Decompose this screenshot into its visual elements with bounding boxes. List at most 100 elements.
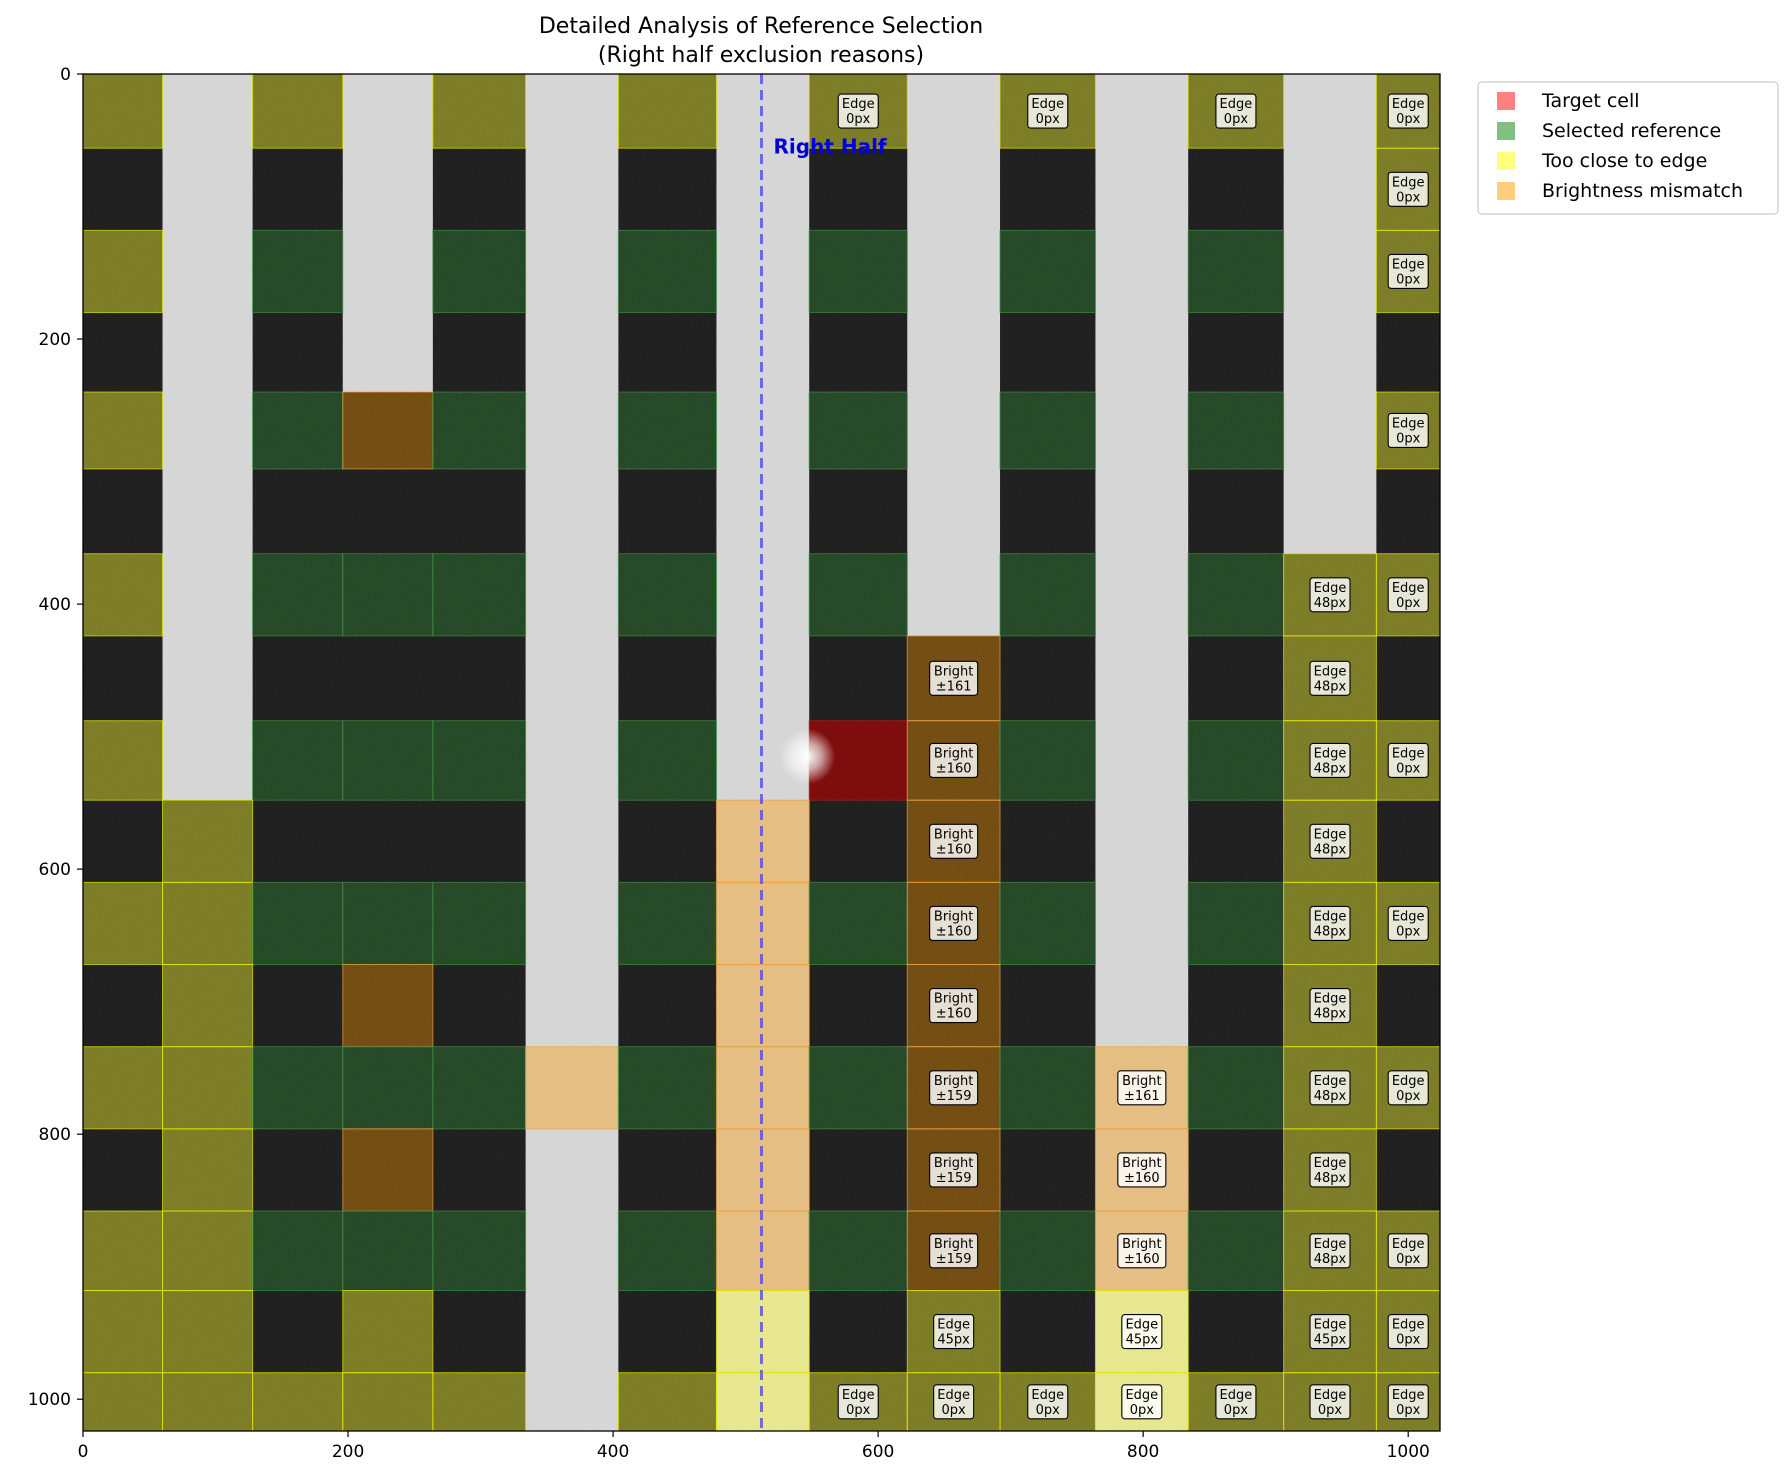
cell-label-text: Edge — [1392, 1318, 1425, 1333]
cell-selected — [432, 1046, 527, 1130]
legend-label: Selected reference — [1542, 120, 1721, 142]
cell-label-text: Edge — [1392, 581, 1425, 596]
cell-label-text: Bright — [1122, 1074, 1161, 1089]
cell-label-text: Edge — [1392, 1237, 1425, 1252]
cell-label-text: Edge — [1314, 1318, 1347, 1333]
target-glow — [779, 728, 836, 785]
cell-label-box — [1309, 1314, 1351, 1350]
plot-frame — [82, 73, 1441, 1432]
cell-label-text: Bright — [934, 909, 973, 924]
cell-label-text: 0px — [1318, 1403, 1343, 1418]
cell-edge — [617, 1372, 717, 1431]
x-tick-label: 0 — [78, 1442, 89, 1462]
cell-label-text: Edge — [1392, 257, 1425, 272]
cell-label-text: 48px — [1314, 1007, 1347, 1022]
cell-label-text: Bright — [934, 664, 973, 679]
cell-selected — [808, 1046, 908, 1130]
cell-label-text: 48px — [1314, 842, 1347, 857]
cell-label-box — [1117, 1152, 1167, 1188]
cell-edge — [162, 1372, 254, 1431]
cell-label-text: 0px — [1224, 1403, 1249, 1418]
cell-edge — [617, 74, 717, 149]
cell-label-text: 48px — [1314, 761, 1347, 776]
cell-label-text: Bright — [934, 746, 973, 761]
cell-label-text: ±160 — [1124, 1252, 1160, 1267]
legend-label: Brightness mismatch — [1542, 180, 1743, 202]
cell-label-text: Edge — [1125, 1388, 1158, 1403]
cell-selected — [342, 720, 434, 801]
cell-label-text: 0px — [1396, 1333, 1421, 1348]
cell-label-box — [1121, 1384, 1163, 1420]
cell-selected — [999, 720, 1096, 801]
y-tick-label: 1000 — [28, 1390, 71, 1410]
cell-selected — [252, 881, 344, 966]
cell-label-box — [929, 988, 979, 1024]
chart-title: Detailed Analysis of Reference Selection — [539, 14, 983, 39]
cell-label-box — [1387, 1384, 1429, 1420]
cell-label-box — [1121, 1314, 1163, 1350]
cell-edge — [83, 720, 164, 801]
cell-label-text: Edge — [937, 1388, 970, 1403]
cell-label-box — [1117, 1233, 1167, 1269]
cell-label-text: Edge — [1392, 416, 1425, 431]
cell-label-box — [929, 1152, 979, 1188]
cell-label-box — [929, 742, 979, 779]
cell-selected — [432, 881, 527, 966]
cell-selected — [1187, 229, 1285, 314]
cell-label-text: 0px — [1396, 924, 1421, 939]
cell-label-box — [929, 660, 979, 696]
cell-selected — [999, 881, 1096, 966]
cell-label-text: 45px — [937, 1333, 970, 1348]
cell-label-text: Edge — [842, 1388, 875, 1403]
cell-label-box — [1387, 412, 1429, 449]
cell-selected — [617, 1210, 717, 1292]
cell-edge — [432, 1372, 527, 1431]
cell-edge — [808, 74, 908, 149]
cell-label-text: Bright — [1122, 1237, 1161, 1252]
cell-selected — [808, 229, 908, 314]
cell-label-text: Edge — [1392, 97, 1425, 112]
cell-label-text: 0px — [846, 1403, 871, 1418]
cell-selected — [252, 553, 344, 637]
cell-label-text: ±159 — [936, 1252, 972, 1267]
cell-label-box — [933, 1384, 975, 1420]
cell-label-text: ±159 — [936, 1089, 972, 1104]
cell-edge — [83, 1210, 164, 1292]
cell-edge — [83, 391, 164, 470]
y-tick-label: 800 — [39, 1125, 71, 1145]
legend: Target cell Selected reference Too close t… — [1477, 81, 1779, 215]
cell-label-text: 0px — [942, 1403, 967, 1418]
cell-label-box — [837, 1384, 879, 1420]
cell-label-text: 0px — [1396, 1089, 1421, 1104]
cell-edge — [162, 799, 254, 883]
cell-label-box — [1387, 253, 1429, 290]
legend-label: Too close to edge — [1541, 150, 1707, 172]
cell-label-text: Edge — [1314, 992, 1347, 1007]
cell-label-text: 48px — [1314, 1252, 1347, 1267]
cell-selected — [432, 720, 527, 801]
cell-selected — [1187, 1210, 1285, 1292]
cell-label-text: Bright — [934, 1074, 973, 1089]
cell-label-text: 0px — [1396, 431, 1421, 446]
cell-label-text: Edge — [1031, 97, 1064, 112]
cell-edge — [83, 881, 164, 966]
legend-swatch — [1497, 122, 1515, 140]
cell-selected — [252, 391, 344, 470]
cell-label-box — [1387, 905, 1429, 942]
cell-label-text: ±160 — [1124, 1171, 1160, 1186]
cell-label-text: Edge — [937, 1318, 970, 1333]
cell-bright — [342, 391, 434, 470]
cell-label-text: 0px — [1396, 1252, 1421, 1267]
cell-label-text: 0px — [1396, 272, 1421, 287]
cell-edge — [162, 964, 254, 1048]
cell-label-text: 48px — [1314, 596, 1347, 611]
cell-label-box — [1309, 1384, 1351, 1420]
cell-selected — [342, 1046, 434, 1130]
cell-label-text: ±161 — [1124, 1089, 1160, 1104]
cell-label-box — [1117, 1070, 1167, 1106]
cell-label-text: 0px — [1224, 112, 1249, 127]
x-tick-label: 200 — [332, 1442, 364, 1462]
cell-label-text: Edge — [1031, 1388, 1064, 1403]
cell-edge — [83, 1046, 164, 1130]
